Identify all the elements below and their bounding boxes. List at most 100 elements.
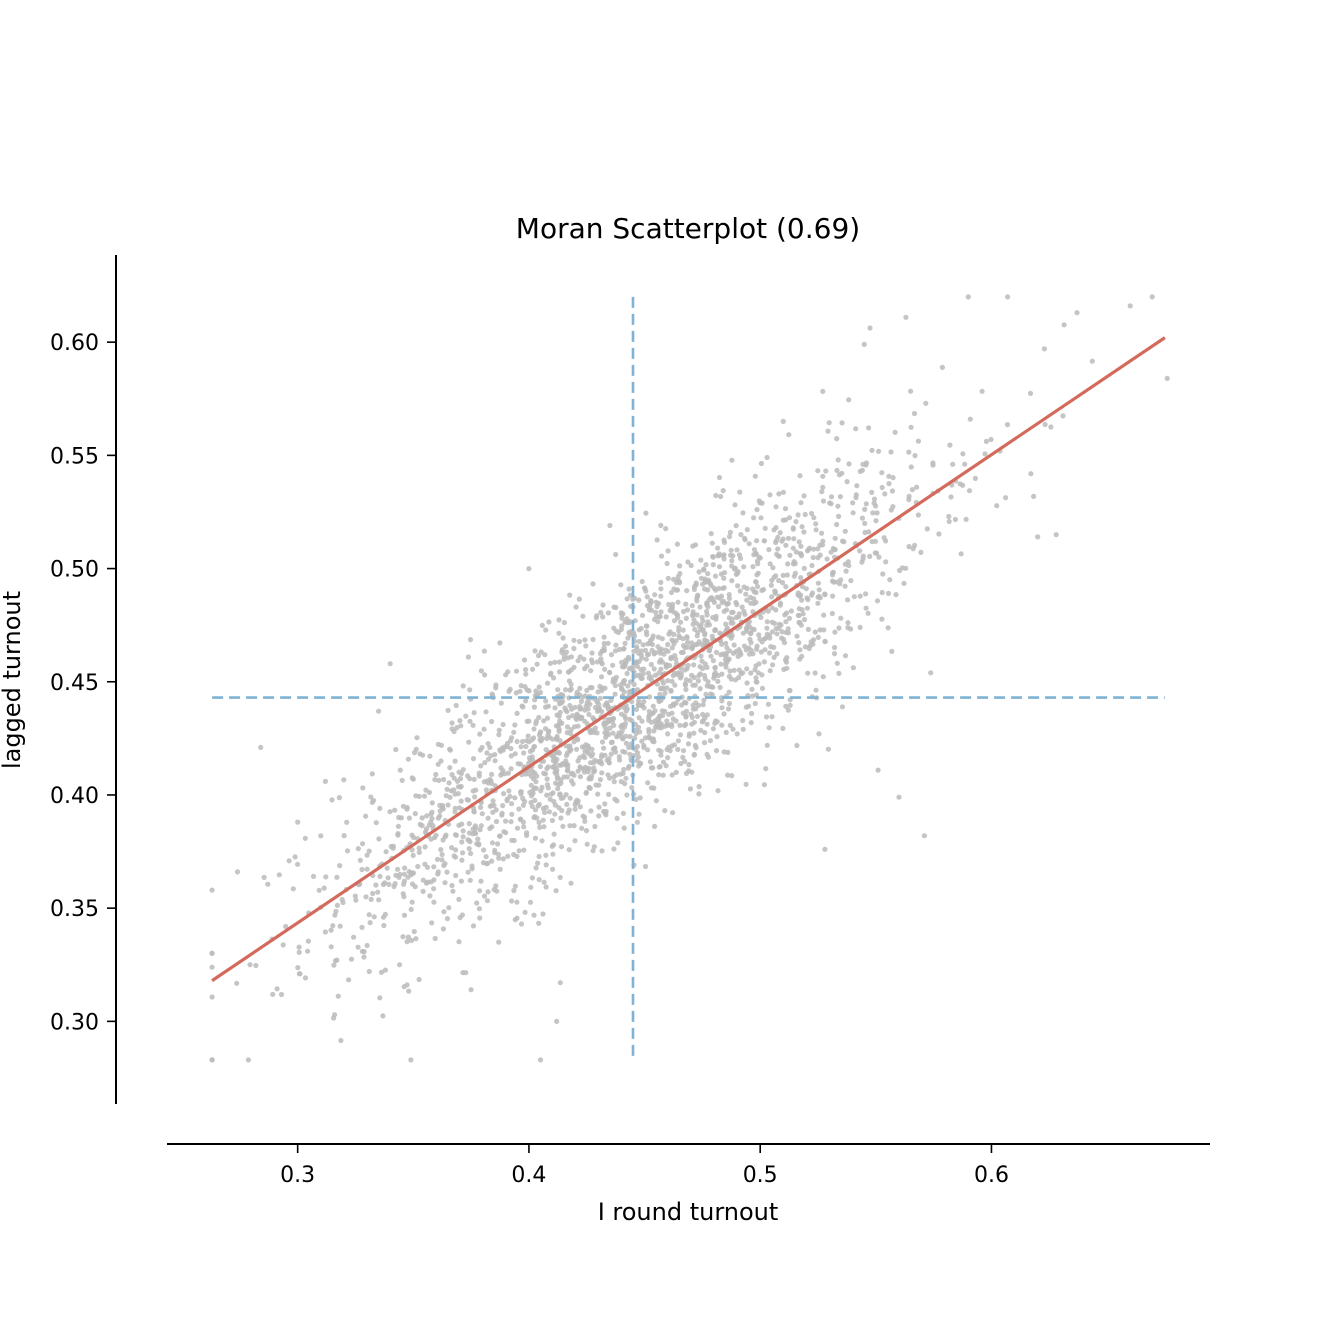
scatter-point [258,744,264,751]
scatter-point [467,718,473,724]
scatter-point [726,673,733,680]
scatter-point [565,810,571,816]
scatter-point [408,906,414,913]
scatter-point [730,609,736,615]
scatter-point [979,388,985,394]
scatter-point [305,938,311,944]
scatter-point [652,708,658,714]
scatter-point [508,766,514,772]
scatter-point [578,714,584,721]
scatter-point [749,686,755,692]
scatter-point [737,489,743,495]
scatter-point [675,738,682,744]
scatter-point [721,556,727,562]
scatter-point [694,713,701,720]
scatter-point [810,554,816,561]
scatter-point [420,752,426,758]
scatter-point [380,914,387,920]
scatter-point [451,853,457,859]
scatter-point [799,524,805,530]
scatter-point [966,488,973,494]
scatter-point [492,850,498,856]
scatter-point [704,683,710,689]
scatter-point [209,1057,215,1063]
scatter-point [705,571,711,577]
scatter-point [533,865,539,871]
scatter-point [769,594,775,600]
scatter-point [558,700,565,706]
scatter-point [842,653,849,659]
scatter-point [737,649,743,655]
scatter-point [470,831,476,837]
scatter-point [401,881,407,887]
y-tick-label: 0.60 [50,331,99,356]
scatter-point [467,776,473,782]
scatter-point [648,765,655,771]
scatter-point [659,659,666,665]
scatter-point [712,627,719,633]
scatter-point [524,830,530,836]
scatter-point [764,619,770,625]
scatter-point [449,720,455,726]
scatter-point [536,877,542,883]
scatter-point [410,834,417,841]
scatter-point [822,639,828,645]
scatter-point [556,617,562,623]
scatter-point [631,648,637,654]
scatter-point [582,755,588,761]
scatter-point [591,769,597,775]
scatter-point [435,869,441,875]
scatter-point [598,609,604,616]
scatter-point [982,451,988,457]
scatter-point [408,870,414,876]
scatter-point [625,683,631,689]
scatter-point [385,875,391,881]
scatter-point [478,763,484,769]
scatter-point [452,832,459,838]
scatter-point [643,656,649,662]
scatter-point [870,510,876,516]
scatter-point [328,927,334,933]
scatter-point [366,848,372,854]
scatter-point [503,818,509,824]
scatter-point [711,585,717,591]
scatter-point [958,551,964,557]
scatter-point [665,678,671,684]
scatter-point [767,635,773,641]
scatter-point [684,634,690,640]
scatter-point [752,473,758,479]
scatter-point [444,786,450,792]
scatter-point [453,847,459,853]
scatter-point [639,655,645,661]
scatter-point [801,565,807,572]
scatter-point [845,625,851,631]
scatter-point [476,773,482,779]
scatter-point [662,690,668,696]
scatter-point [332,958,339,964]
scatter-point [705,679,711,685]
scatter-point [774,631,780,637]
scatter-point [392,881,398,887]
scatter-point [405,756,411,762]
scatter-point [546,619,552,625]
scatter-point [766,650,773,656]
scatter-point [873,550,880,556]
scatter-point [909,487,916,493]
scatter-point [645,641,651,647]
scatter-point [590,848,596,854]
mean-reference-lines [212,296,1165,1060]
scatter-point [516,848,522,854]
scatter-point [453,702,459,709]
scatter-point [750,564,756,570]
scatter-point [424,864,431,870]
scatter-point [634,819,641,825]
scatter-point [569,770,576,777]
scatter-point [706,578,712,585]
scatter-point [627,751,633,757]
scatter-point [531,912,537,918]
scatter-point [783,619,789,625]
scatter-point [769,629,776,635]
scatter-point [645,670,652,676]
x-tick-label: 0.3 [280,1163,315,1188]
scatter-point [544,792,550,798]
